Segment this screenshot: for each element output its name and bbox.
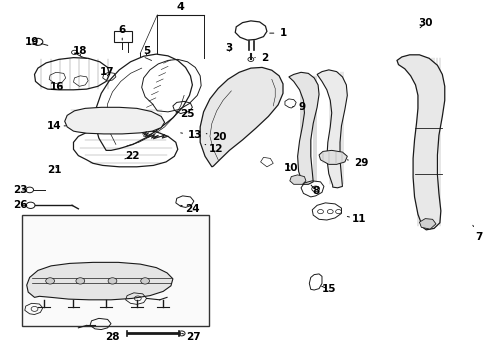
Text: 9: 9 bbox=[293, 102, 306, 112]
Polygon shape bbox=[289, 72, 319, 184]
Polygon shape bbox=[200, 67, 283, 167]
Text: 10: 10 bbox=[284, 163, 298, 173]
Text: 30: 30 bbox=[418, 18, 433, 28]
Text: 8: 8 bbox=[311, 185, 319, 195]
Text: 23: 23 bbox=[13, 185, 27, 195]
Text: 27: 27 bbox=[182, 332, 201, 342]
Text: 4: 4 bbox=[176, 2, 184, 12]
Polygon shape bbox=[319, 150, 347, 165]
Text: 6: 6 bbox=[119, 25, 126, 40]
Text: 16: 16 bbox=[50, 82, 65, 93]
Polygon shape bbox=[65, 107, 165, 134]
Polygon shape bbox=[290, 175, 306, 184]
Polygon shape bbox=[419, 219, 436, 229]
Text: 5: 5 bbox=[143, 46, 150, 55]
Circle shape bbox=[108, 278, 117, 284]
Text: 11: 11 bbox=[347, 214, 367, 224]
Text: 20: 20 bbox=[206, 132, 227, 143]
Polygon shape bbox=[317, 70, 347, 188]
Circle shape bbox=[141, 278, 149, 284]
Polygon shape bbox=[27, 262, 173, 300]
Text: 22: 22 bbox=[125, 151, 139, 161]
Circle shape bbox=[76, 278, 85, 284]
Text: 12: 12 bbox=[205, 144, 223, 154]
Text: 18: 18 bbox=[73, 46, 88, 56]
Text: 14: 14 bbox=[47, 121, 66, 131]
Circle shape bbox=[46, 278, 54, 284]
Text: 17: 17 bbox=[100, 67, 115, 77]
Text: 19: 19 bbox=[24, 37, 39, 47]
Text: 2: 2 bbox=[255, 53, 268, 63]
Text: 7: 7 bbox=[473, 225, 483, 242]
Text: 24: 24 bbox=[181, 204, 200, 214]
Text: 13: 13 bbox=[181, 130, 202, 140]
Text: 1: 1 bbox=[270, 28, 287, 38]
Polygon shape bbox=[397, 55, 445, 230]
Text: 25: 25 bbox=[176, 109, 195, 119]
Text: 3: 3 bbox=[226, 43, 233, 53]
Text: 29: 29 bbox=[347, 158, 368, 168]
Text: 26: 26 bbox=[13, 200, 27, 210]
Text: 15: 15 bbox=[321, 284, 336, 294]
Text: 21: 21 bbox=[47, 165, 61, 175]
Text: 28: 28 bbox=[105, 332, 120, 342]
Bar bbox=[22, 215, 209, 327]
